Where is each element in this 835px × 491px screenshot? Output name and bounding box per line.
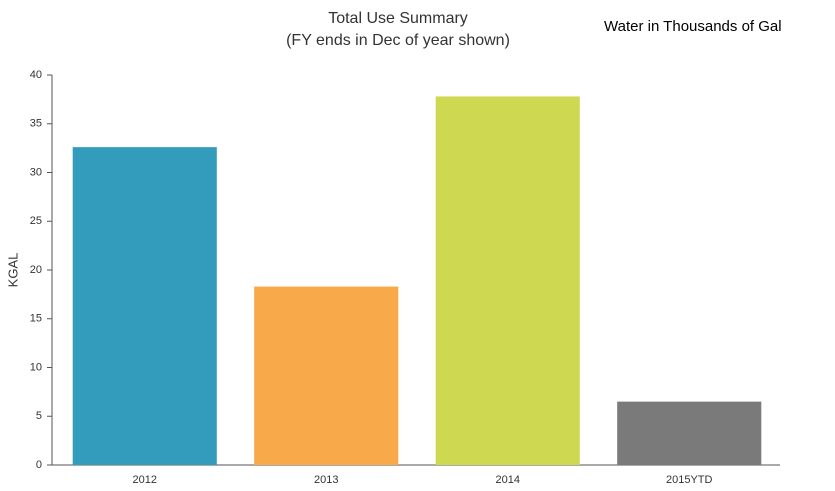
y-tick-label: 10	[30, 361, 42, 373]
bar	[254, 286, 399, 465]
y-tick-label: 30	[30, 166, 42, 178]
bar	[617, 401, 762, 465]
chart-title: Total Use Summary	[328, 10, 468, 27]
bar	[435, 96, 580, 465]
y-tick-label: 35	[30, 118, 42, 130]
y-tick-label: 20	[30, 264, 42, 276]
y-axis-label: KGAL	[5, 253, 20, 288]
chart-subtitle: (FY ends in Dec of year shown)	[286, 32, 510, 49]
y-tick-label: 0	[36, 459, 42, 471]
x-tick-label: 2012	[133, 474, 157, 486]
y-tick-label: 5	[36, 410, 42, 422]
x-tick-label: 2015YTD	[666, 474, 713, 486]
x-tick-label: 2014	[496, 474, 520, 486]
y-tick-label: 40	[30, 69, 42, 81]
bar	[72, 147, 217, 465]
annotation: Water in Thousands of Gal	[604, 18, 782, 35]
y-tick-label: 15	[30, 313, 42, 325]
x-tick-label: 2013	[314, 474, 338, 486]
y-tick-label: 25	[30, 215, 42, 227]
